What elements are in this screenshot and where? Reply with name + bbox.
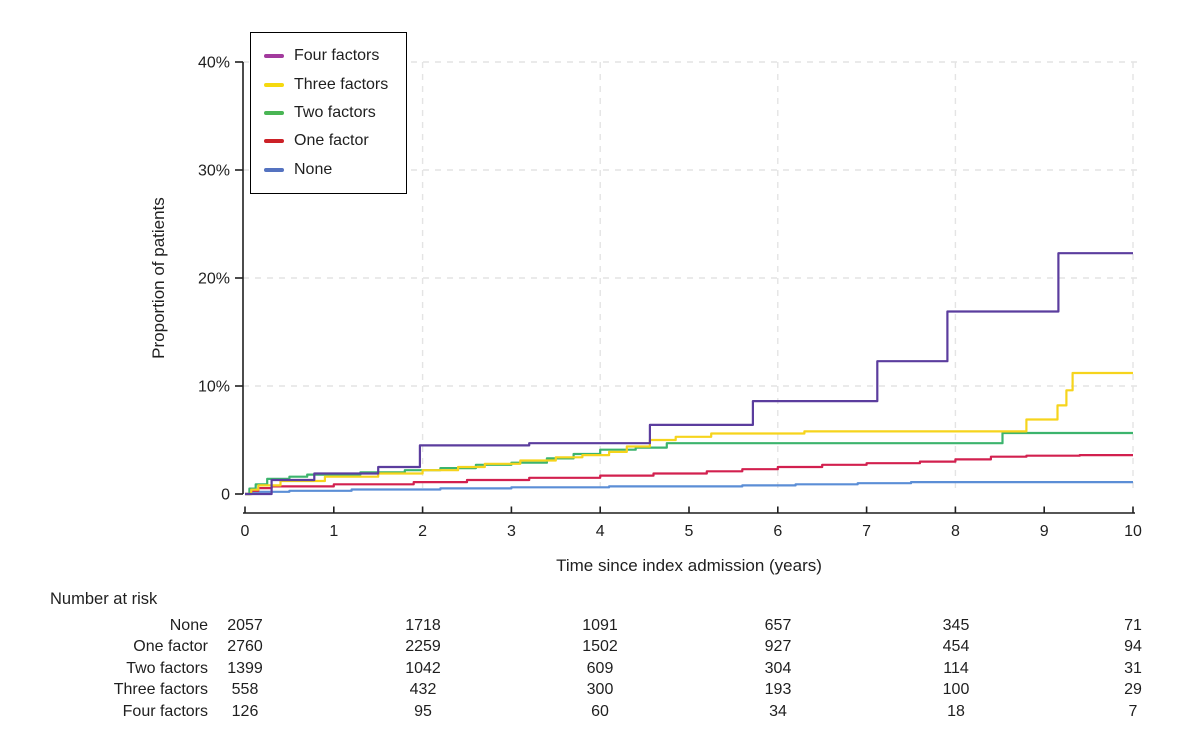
legend-item-one-factor: One factor — [264, 127, 388, 155]
x-tick-label: 10 — [1124, 523, 1142, 540]
series-line-one-factor — [245, 454, 1133, 496]
risk-value: 300 — [586, 681, 614, 699]
risk-value: 657 — [764, 617, 792, 634]
risk-value: 2760 — [227, 638, 263, 656]
x-tick-label: 8 — [951, 523, 960, 540]
x-tick-label: 9 — [1040, 523, 1049, 540]
risk-value: 1718 — [405, 617, 441, 634]
risk-value: 1399 — [227, 659, 263, 677]
y-tick-label: 40% — [198, 55, 230, 72]
risk-value: 1502 — [582, 638, 618, 656]
none-swatch-icon — [264, 167, 284, 172]
series-line-none — [245, 481, 1133, 496]
x-axis-title: Time since index admission (years) — [556, 556, 822, 575]
number-at-risk-rows: None 2057 1718 1091 657 345 71 One facto… — [0, 617, 1200, 724]
legend-item-four-factors: Four factors — [264, 42, 388, 70]
legend-label: Three factors — [294, 75, 389, 93]
legend-item-none: None — [264, 156, 388, 184]
risk-value: 193 — [764, 681, 792, 699]
risk-value: 71 — [1124, 617, 1142, 634]
y-tick-label: 10% — [198, 379, 230, 396]
risk-value: 345 — [942, 617, 970, 634]
risk-row-label: One factor — [133, 638, 208, 656]
risk-value: 432 — [409, 681, 437, 699]
risk-value: 1042 — [405, 659, 441, 677]
risk-row-label: Two factors — [126, 659, 208, 677]
risk-value: 95 — [414, 702, 432, 720]
risk-value: 18 — [947, 702, 965, 720]
four-factors-swatch-icon — [264, 54, 284, 59]
legend-label: Two factors — [294, 103, 376, 121]
risk-row-label: None — [169, 617, 208, 634]
y-axis: 0 10% 20% 30% 40% — [198, 55, 244, 504]
y-axis-title: Proportion of patients — [149, 197, 168, 359]
risk-row-four-factors: Four factors 126 95 60 34 18 7 — [0, 703, 1200, 724]
legend-item-three-factors: Three factors — [264, 70, 388, 98]
risk-row-two-factors: Two factors 1399 1042 609 304 114 31 — [0, 660, 1200, 681]
x-tick-label: 0 — [241, 523, 250, 540]
three-factors-swatch-icon — [264, 82, 284, 87]
two-factors-swatch-icon — [264, 110, 284, 115]
legend-box: Four factors Three factors Two factors O… — [250, 32, 408, 194]
risk-value: 1091 — [582, 617, 618, 634]
risk-value: 7 — [1128, 702, 1138, 720]
risk-row-one-factor: One factor 2760 2259 1502 927 454 94 — [0, 638, 1200, 659]
x-tick-label: 6 — [773, 523, 782, 540]
series-line-three-factors — [245, 371, 1133, 496]
x-tick-label: 7 — [862, 523, 871, 540]
risk-value: 29 — [1124, 681, 1142, 699]
y-tick-label: 0 — [221, 487, 230, 504]
risk-value: 454 — [942, 638, 970, 656]
risk-value: 94 — [1124, 638, 1142, 656]
risk-value: 558 — [231, 681, 259, 699]
x-tick-label: 2 — [418, 523, 427, 540]
x-tick-label: 5 — [685, 523, 694, 540]
risk-value: 100 — [942, 681, 970, 699]
risk-value: 2259 — [405, 638, 441, 656]
risk-row-three-factors: Three factors 558 432 300 193 100 29 — [0, 681, 1200, 702]
x-tick-label: 4 — [596, 523, 605, 540]
risk-value: 31 — [1124, 659, 1142, 677]
risk-row-label: Three factors — [113, 681, 208, 699]
risk-value: 34 — [769, 702, 787, 720]
risk-value: 126 — [231, 702, 259, 720]
legend-label: Four factors — [294, 47, 380, 65]
number-at-risk-title: Number at risk — [50, 590, 158, 608]
y-tick-label: 20% — [198, 271, 230, 288]
x-tick-label: 3 — [507, 523, 516, 540]
risk-row-label: Four factors — [122, 702, 208, 720]
risk-value: 927 — [764, 638, 792, 656]
legend-label: One factor — [294, 132, 369, 150]
risk-row-none: None 2057 1718 1091 657 345 71 — [0, 617, 1200, 638]
risk-value: 609 — [586, 659, 614, 677]
risk-value: 304 — [764, 659, 792, 677]
x-axis: 0 1 2 3 4 5 6 7 8 9 10 — [241, 506, 1142, 540]
risk-value: 2057 — [227, 617, 263, 634]
y-tick-label: 30% — [198, 163, 230, 180]
legend-item-two-factors: Two factors — [264, 99, 388, 127]
one-factor-swatch-icon — [264, 139, 284, 144]
risk-value: 114 — [943, 659, 969, 677]
x-tick-label: 1 — [329, 523, 338, 540]
legend-label: None — [294, 160, 333, 178]
risk-value: 60 — [591, 702, 609, 720]
survival-curves — [245, 252, 1133, 496]
series-line-four-factors — [245, 252, 1133, 496]
